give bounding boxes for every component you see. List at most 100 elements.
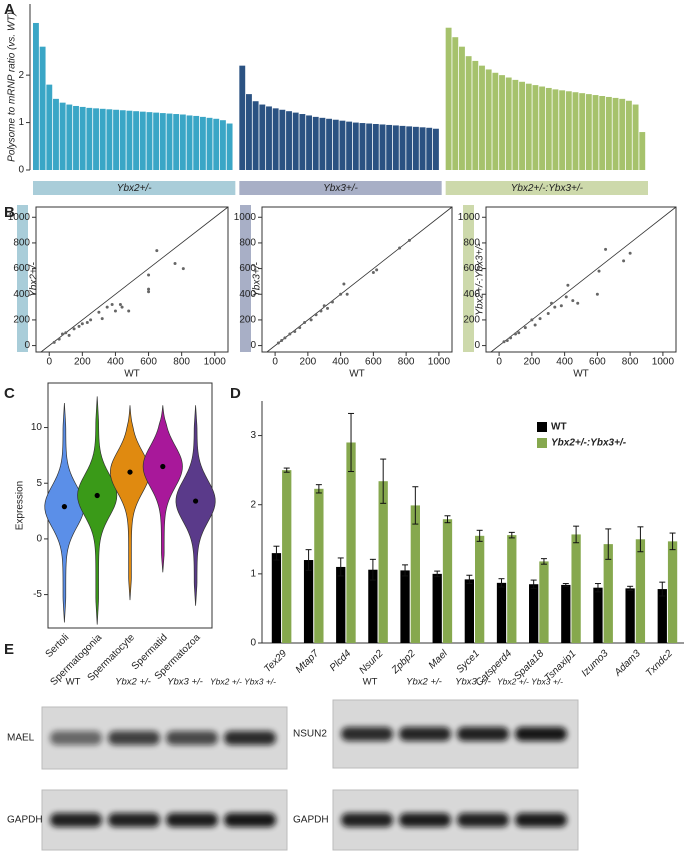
point bbox=[293, 329, 297, 333]
bar bbox=[603, 544, 613, 643]
legend-label: Ybx2+/-:Ybx3+/- bbox=[551, 438, 627, 449]
median-dot bbox=[160, 463, 166, 470]
bar bbox=[303, 560, 314, 643]
y-axis-label: Ybx2+/-:Ybx3+/- bbox=[475, 243, 486, 316]
y-tick-label: 800 bbox=[13, 238, 30, 249]
bar bbox=[146, 112, 153, 170]
protein-label: NSUN2 bbox=[293, 729, 327, 740]
bar bbox=[592, 95, 599, 170]
bar bbox=[479, 65, 485, 170]
legend-swatch bbox=[537, 438, 547, 448]
point bbox=[564, 295, 568, 299]
bar bbox=[213, 118, 220, 170]
point bbox=[85, 320, 89, 324]
plot-frame bbox=[35, 206, 229, 353]
protein-label: GAPDH bbox=[293, 815, 329, 826]
x-tick-label: 400 bbox=[556, 357, 573, 368]
bar bbox=[352, 122, 359, 170]
point bbox=[309, 318, 313, 322]
x-tick-label: 1000 bbox=[428, 357, 451, 368]
x-tick-label: 200 bbox=[300, 357, 317, 368]
label-strip bbox=[463, 205, 474, 352]
bar bbox=[485, 69, 492, 170]
lane-label: Ybx2 +/- bbox=[406, 677, 442, 688]
point bbox=[595, 292, 599, 296]
point bbox=[371, 270, 375, 274]
plot-frame bbox=[485, 206, 677, 353]
point bbox=[513, 332, 517, 336]
y-tick-label: 200 bbox=[239, 315, 256, 326]
bar bbox=[79, 106, 86, 170]
point bbox=[60, 332, 64, 336]
bar bbox=[46, 84, 53, 170]
point bbox=[110, 303, 114, 307]
bar bbox=[379, 124, 386, 170]
bar bbox=[559, 90, 566, 170]
blot-band bbox=[457, 727, 509, 741]
y-tick-label: 10 bbox=[31, 422, 43, 433]
bar bbox=[126, 110, 133, 170]
point bbox=[127, 309, 131, 313]
x-tick-label: Adam3 bbox=[612, 648, 643, 679]
x-tick-label: Plcd4 bbox=[328, 648, 354, 674]
group-label: Ybx2+/-:Ybx3+/- bbox=[511, 183, 584, 194]
point bbox=[105, 305, 109, 309]
bar bbox=[426, 127, 433, 170]
point bbox=[523, 326, 527, 330]
bar bbox=[599, 96, 606, 170]
blot-band bbox=[341, 813, 393, 827]
point bbox=[298, 326, 302, 330]
bar bbox=[199, 116, 206, 170]
x-axis-label: WT bbox=[349, 369, 365, 380]
bar bbox=[492, 72, 499, 170]
x-tick-label: 1000 bbox=[652, 357, 675, 368]
x-tick-label: 400 bbox=[107, 357, 124, 368]
bar bbox=[452, 37, 459, 171]
bar bbox=[206, 117, 213, 170]
bar bbox=[266, 106, 272, 170]
point bbox=[64, 331, 68, 335]
blot-band bbox=[166, 731, 218, 745]
bar bbox=[625, 588, 635, 643]
y-tick-label: 2 bbox=[18, 70, 24, 81]
point bbox=[89, 318, 93, 322]
lane-label: Ybx3 +/- bbox=[167, 677, 203, 688]
lane-label: WT bbox=[66, 677, 81, 688]
lane-label: WT bbox=[363, 677, 378, 688]
y-tick-label: 200 bbox=[13, 315, 30, 326]
panel-letter: D bbox=[230, 385, 241, 402]
point bbox=[330, 300, 334, 304]
y-tick-label: 3 bbox=[250, 430, 256, 441]
bar bbox=[432, 128, 439, 170]
bar bbox=[99, 108, 106, 170]
blot-band bbox=[224, 813, 276, 827]
y-tick-label: 200 bbox=[463, 315, 480, 326]
bar bbox=[419, 127, 426, 170]
bar bbox=[392, 125, 399, 170]
bar bbox=[612, 97, 619, 170]
bar bbox=[525, 83, 532, 170]
bar bbox=[619, 98, 626, 170]
point bbox=[120, 305, 124, 309]
point bbox=[407, 238, 411, 242]
point bbox=[345, 292, 349, 296]
y-axis-label: Ybx3+/- bbox=[252, 261, 263, 296]
bar bbox=[406, 126, 413, 170]
bar bbox=[119, 110, 126, 170]
lane-label: Ybx2 +/- Ybx3 +/- bbox=[497, 676, 563, 686]
x-tick-label: 0 bbox=[272, 357, 278, 368]
group-band bbox=[239, 181, 442, 195]
bar bbox=[572, 92, 579, 170]
bar bbox=[571, 534, 581, 643]
bar bbox=[442, 519, 453, 643]
bar bbox=[133, 111, 140, 170]
median-dot bbox=[193, 498, 199, 504]
blot-band bbox=[515, 813, 567, 827]
blot-band bbox=[108, 813, 160, 827]
bar bbox=[86, 107, 93, 170]
bar bbox=[319, 117, 326, 170]
x-tick-label: Izumo3 bbox=[580, 648, 611, 679]
bar bbox=[505, 77, 512, 170]
protein-label: GAPDH bbox=[7, 815, 43, 826]
label-strip bbox=[17, 205, 28, 352]
